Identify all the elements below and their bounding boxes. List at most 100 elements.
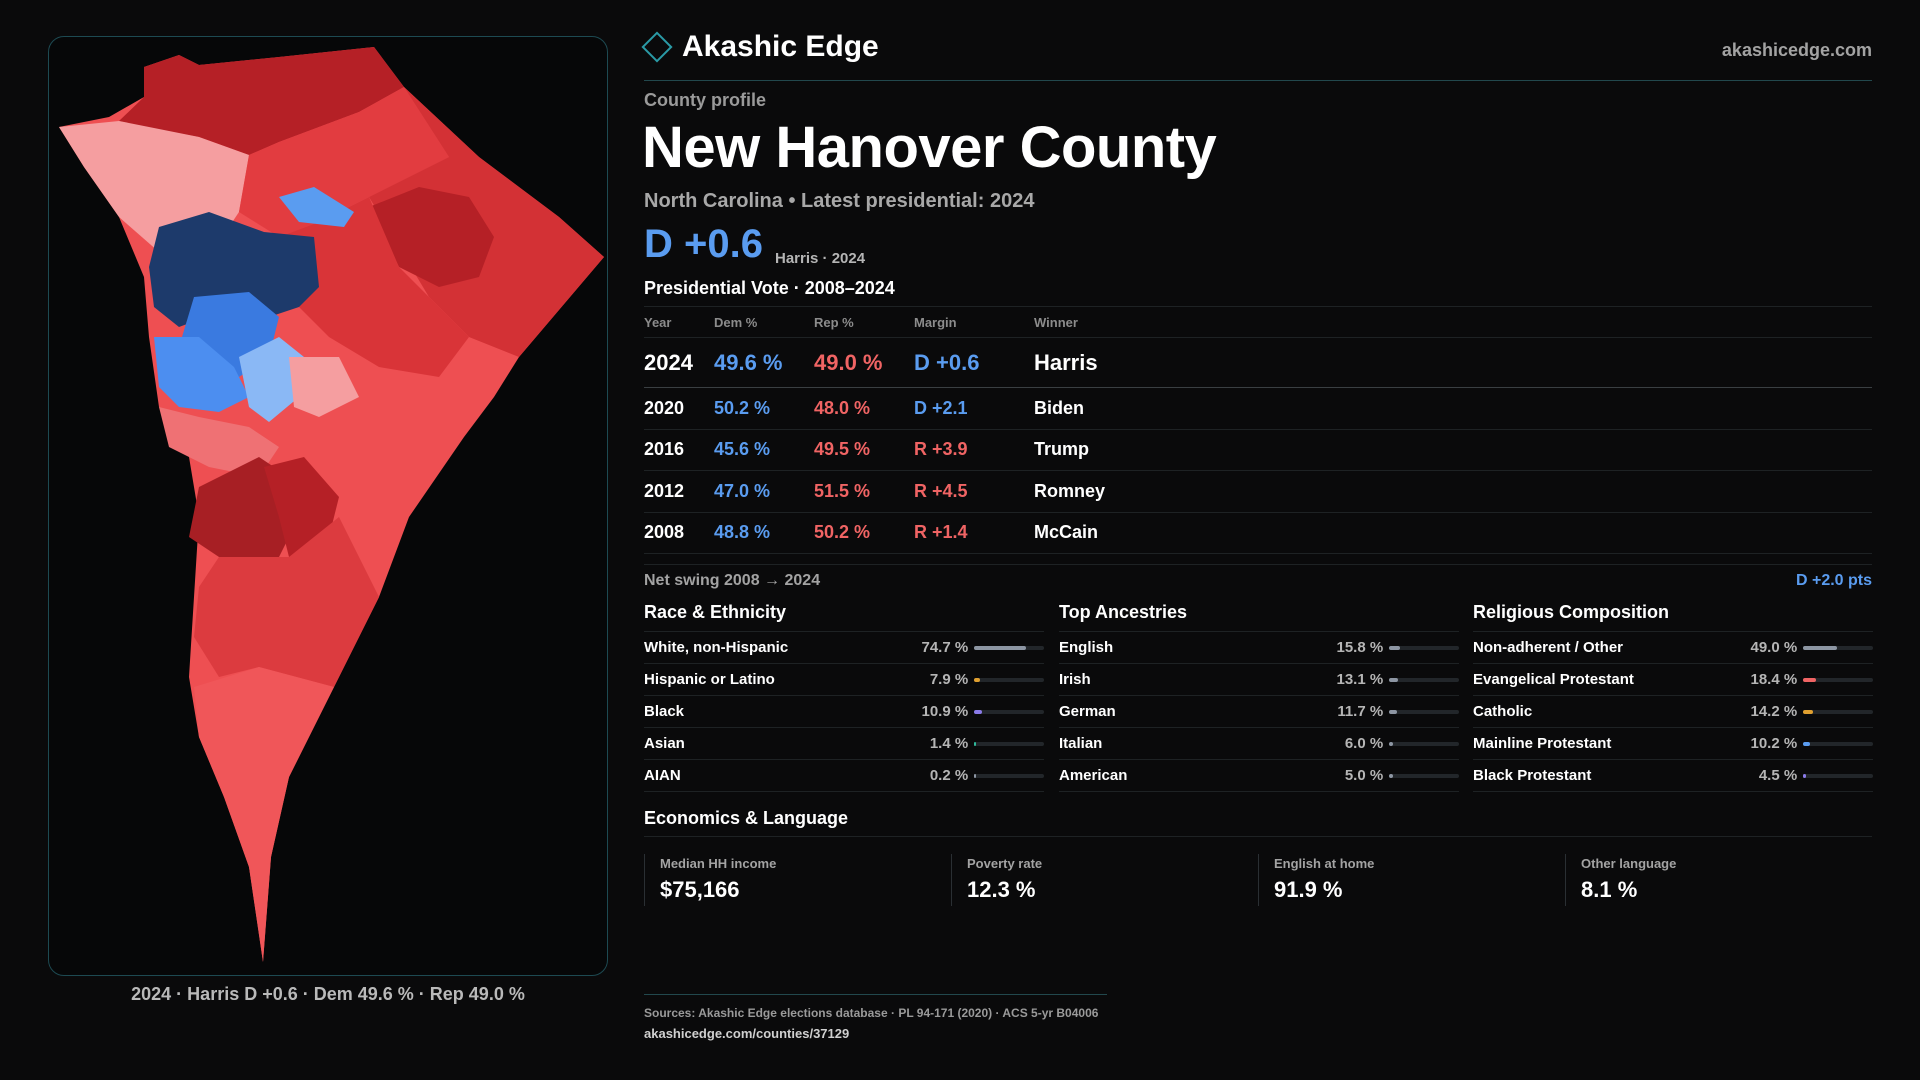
religion-label: Evangelical Protestant: [1473, 671, 1634, 688]
headline-margin-note: Harris · 2024: [775, 250, 866, 267]
precinct-pink-mid: [289, 357, 359, 417]
map-caption: 2024 · Harris D +0.6 · Dem 49.6 % · Rep …: [131, 984, 525, 1004]
vote-margin: R +3.9: [914, 439, 968, 460]
ancestry-value: 6.0 %: [1344, 735, 1384, 752]
vote-row: 2016 45.6 % 49.5 % R +3.9 Trump: [644, 430, 1872, 471]
race-value: 74.7 %: [921, 639, 969, 656]
precinct-blue-light: [239, 337, 304, 422]
sources-note: Sources: Akashic Edge elections database…: [644, 1006, 1099, 1020]
race-title: Race & Ethnicity: [644, 602, 1044, 632]
vote-dem-pct: 47.0 %: [714, 480, 771, 501]
vote-row: 2008 48.8 % 50.2 % R +1.4 McCain: [644, 513, 1872, 554]
ancestry-bar: [1389, 773, 1460, 778]
vote-winner: Trump: [1034, 439, 1090, 460]
religion-label: Mainline Protestant: [1473, 735, 1612, 752]
race-row: Asian 1.4 %: [644, 728, 1045, 760]
precinct-south-red: [194, 517, 379, 687]
race-bar-fill: [974, 773, 977, 778]
race-row: White, non-Hispanic 74.7 %: [644, 632, 1045, 664]
vote-year: 2008: [644, 522, 685, 543]
vote-table: Year Dem % Rep % Margin Winner 2024 49.6 …: [644, 306, 1872, 554]
econ-card-english: English at home 91.9 %: [1258, 854, 1565, 906]
vote-rep-pct: 50.2 %: [814, 522, 871, 543]
econ-label: Poverty rate: [967, 856, 1043, 871]
col-rep: Rep %: [814, 314, 854, 330]
footer-divider: [644, 994, 1107, 995]
race-bar-fill: [974, 677, 981, 682]
race-bar-fill: [974, 741, 977, 746]
ancestry-row: English 15.8 %: [1059, 632, 1460, 664]
diamond-logo-icon: [641, 31, 673, 63]
ancestry-bar-fill: [1389, 741, 1394, 746]
race-bar-fill: [974, 709, 983, 714]
precinct-east: [369, 87, 604, 357]
religion-row: Black Protestant 4.5 %: [1473, 760, 1874, 792]
race-label: Hispanic or Latino: [644, 671, 775, 688]
religion-bar: [1803, 709, 1874, 714]
vote-rep-pct: 51.5 %: [814, 480, 871, 501]
race-row: AIAN 0.2 %: [644, 760, 1045, 792]
ancestry-bar-fill: [1389, 773, 1394, 778]
precinct-map[interactable]: [48, 36, 608, 976]
ancestry-panel: Top Ancestries English 15.8 % Irish 13.1 % G…: [1059, 602, 1460, 792]
vote-year: 2024: [644, 349, 693, 375]
religion-bar: [1803, 741, 1874, 746]
headline-margin: D +0.6: [644, 222, 763, 266]
econ-card-other-language: Other language 8.1 %: [1565, 854, 1872, 906]
religion-bar-fill: [1803, 677, 1817, 682]
religion-value: 14.2 %: [1750, 703, 1798, 720]
ancestry-row: Italian 6.0 %: [1059, 728, 1460, 760]
brand[interactable]: Akashic Edge: [641, 30, 879, 64]
race-ethnicity-panel: Race & Ethnicity White, non-Hispanic 74.7…: [644, 602, 1045, 792]
vote-dem-pct: 48.8 %: [714, 522, 771, 543]
race-bar: [974, 773, 1045, 778]
vote-margin: R +1.4: [914, 522, 968, 543]
precinct-east-dark: [369, 187, 494, 287]
religion-row: Catholic 14.2 %: [1473, 696, 1874, 728]
race-bar-fill: [974, 645, 1027, 650]
religion-bar: [1803, 773, 1874, 778]
race-bar: [974, 741, 1045, 746]
religion-bar-fill: [1803, 645, 1838, 650]
vote-margin: D +2.1: [914, 397, 968, 418]
race-bar: [974, 645, 1045, 650]
vote-year: 2020: [644, 397, 685, 418]
religion-value: 49.0 %: [1750, 639, 1798, 656]
vote-dem-pct: 50.2 %: [714, 397, 771, 418]
religion-label: Catholic: [1473, 703, 1533, 720]
vote-margin: D +0.6: [914, 349, 980, 375]
site-domain-link[interactable]: akashicedge.com: [1721, 40, 1872, 60]
vote-dem-pct: 45.6 %: [714, 439, 771, 460]
race-value: 10.9 %: [921, 703, 969, 720]
econ-value: 91.9 %: [1274, 877, 1343, 902]
ancestry-bar-fill: [1389, 677, 1399, 682]
col-margin: Margin: [914, 314, 957, 330]
religion-label: Black Protestant: [1473, 767, 1592, 784]
ancestry-bar: [1389, 677, 1460, 682]
race-label: White, non-Hispanic: [644, 639, 789, 656]
ancestry-label: Irish: [1059, 671, 1091, 688]
econ-value: 12.3 %: [967, 877, 1036, 902]
ancestry-title: Top Ancestries: [1059, 602, 1459, 632]
vote-section-title: Presidential Vote · 2008–2024: [644, 278, 895, 298]
religion-row: Evangelical Protestant 18.4 %: [1473, 664, 1874, 696]
economics-title: Economics & Language: [644, 808, 849, 828]
religion-bar-fill: [1803, 741, 1811, 746]
economics-cards: Median HH income $75,166 Poverty rate 12…: [644, 854, 1872, 906]
county-url-link[interactable]: akashicedge.com/counties/37129: [644, 1026, 850, 1041]
net-swing-label: Net swing 2008 → 2024: [644, 572, 821, 589]
ancestry-bar: [1389, 709, 1460, 714]
race-row: Hispanic or Latino 7.9 %: [644, 664, 1045, 696]
religion-value: 10.2 %: [1750, 735, 1798, 752]
ancestry-label: German: [1059, 703, 1116, 720]
precinct-blue-bright: [154, 337, 249, 412]
precinct-blue-dark: [149, 212, 319, 327]
vote-dem-pct: 49.6 %: [714, 349, 783, 375]
swing-divider: [644, 564, 1872, 565]
ancestry-value: 5.0 %: [1344, 767, 1384, 784]
ancestry-value: 13.1 %: [1336, 671, 1384, 688]
religion-value: 18.4 %: [1750, 671, 1798, 688]
econ-label: English at home: [1274, 856, 1375, 871]
ancestry-bar: [1389, 741, 1460, 746]
precinct-central: [279, 197, 469, 377]
